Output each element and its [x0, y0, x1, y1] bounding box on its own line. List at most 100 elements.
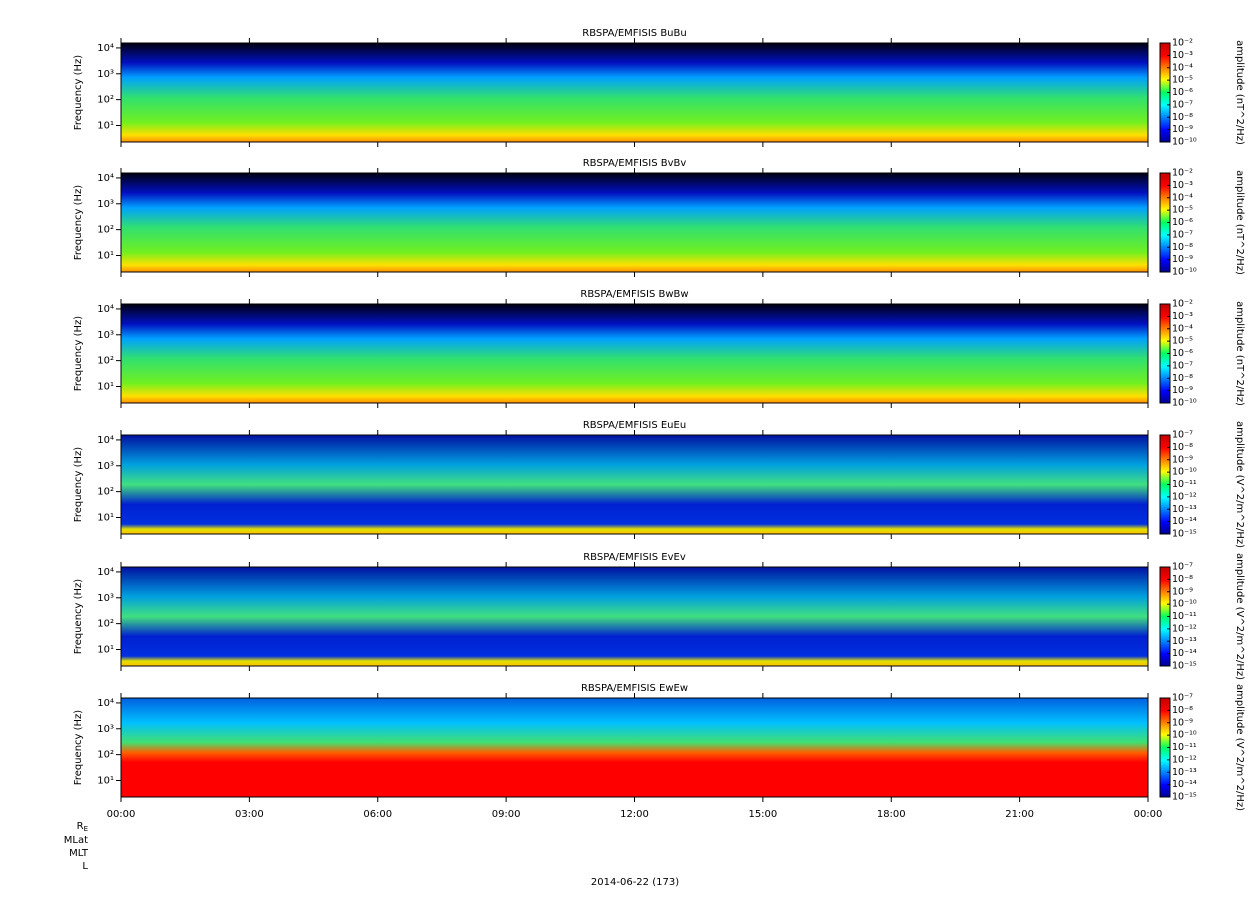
ephemeris-text: MLT [69, 848, 89, 859]
colorbar-tick-label: 10⁻¹⁵ [1172, 792, 1197, 803]
y-tick-label: 10² [97, 750, 114, 761]
colorbar-tick-label: 10⁻⁸ [1172, 705, 1193, 716]
colorbar-tick-label: 10⁻¹³ [1172, 767, 1197, 778]
panel-title: RBSPA/EMFISIS BuBu [582, 28, 686, 39]
colorbar-tick-label: 10⁻⁴ [1172, 192, 1193, 203]
colorbar-tick-label: 10⁻⁷ [1172, 562, 1193, 573]
y-tick-label: 10³ [97, 330, 114, 341]
x-tick-label: 06:00 [363, 809, 392, 820]
panel-title: RBSPA/EMFISIS EvEv [583, 552, 686, 563]
ephemeris-label: MLT [69, 848, 89, 859]
colorbar-tick-label: 10⁻⁹ [1172, 586, 1193, 597]
x-axis-label: 2014-06-22 (173) [591, 877, 679, 888]
colorbar-tick-label: 10⁻⁵ [1172, 205, 1193, 216]
y-axis-label: Frequency (Hz) [73, 316, 84, 392]
colorbar-tick-label: 10⁻² [1172, 299, 1193, 310]
colorbar-tick-label: 10⁻⁸ [1172, 242, 1193, 253]
spectrogram-image [121, 43, 1148, 142]
ephemeris-text: R [77, 821, 84, 832]
y-tick-label: 10⁴ [97, 43, 114, 54]
panel-title: RBSPA/EMFISIS EwEw [581, 683, 688, 694]
y-tick-label: 10³ [97, 69, 114, 80]
y-axis-label: Frequency (Hz) [73, 55, 84, 131]
spectrogram-image [121, 698, 1148, 797]
y-tick-label: 10⁴ [97, 304, 114, 315]
colorbar-tick-label: 10⁻¹⁴ [1172, 516, 1197, 527]
y-tick-label: 10² [97, 619, 114, 630]
colorbar-tick-label: 10⁻⁶ [1172, 87, 1193, 98]
x-tick-label: 12:00 [620, 809, 649, 820]
panel-title: RBSPA/EMFISIS BwBw [580, 289, 688, 300]
y-tick-label: 10³ [97, 593, 114, 604]
ephemeris-label: L [82, 861, 88, 872]
ephemeris-text: MLat [64, 835, 88, 846]
ephemeris-label: MLat [64, 835, 88, 846]
colorbar-tick-label: 10⁻¹⁰ [1172, 599, 1197, 610]
colorbar-tick-label: 10⁻² [1172, 38, 1193, 49]
y-axis-label: Frequency (Hz) [73, 447, 84, 523]
colorbar-tick-label: 10⁻⁹ [1172, 124, 1193, 135]
colorbar-tick-label: 10⁻¹⁵ [1172, 661, 1197, 672]
spectrogram-image [121, 567, 1148, 666]
ephemeris-subscript: E [84, 825, 88, 833]
y-axis-label: Frequency (Hz) [73, 185, 84, 261]
spectrogram-image [121, 304, 1148, 403]
y-tick-label: 10³ [97, 724, 114, 735]
colorbar-label: amplitude (nT^2/Hz) [1234, 40, 1245, 145]
colorbar-tick-label: 10⁻³ [1172, 180, 1193, 191]
y-tick-label: 10² [97, 487, 114, 498]
colorbar-tick-label: 10⁻¹¹ [1172, 742, 1197, 753]
colorbar-tick-label: 10⁻¹⁰ [1172, 267, 1197, 278]
colorbar-tick-label: 10⁻¹² [1172, 754, 1197, 765]
y-tick-label: 10² [97, 95, 114, 106]
colorbar-tick-label: 10⁻¹⁰ [1172, 730, 1197, 741]
colorbar-tick-label: 10⁻⁸ [1172, 112, 1193, 123]
x-tick-label: 03:00 [235, 809, 264, 820]
colorbar-tick-label: 10⁻⁹ [1172, 717, 1193, 728]
colorbar-label: amplitude (V^2/m^2/Hz) [1234, 553, 1245, 680]
colorbar-tick-label: 10⁻¹⁴ [1172, 648, 1197, 659]
y-tick-label: 10¹ [97, 644, 114, 655]
colorbar-tick-label: 10⁻¹² [1172, 623, 1197, 634]
colorbar-tick-label: 10⁻⁷ [1172, 360, 1193, 371]
y-tick-label: 10¹ [97, 250, 114, 261]
colorbar-tick-label: 10⁻⁷ [1172, 99, 1193, 110]
panel-title: RBSPA/EMFISIS BvBv [583, 158, 687, 169]
colorbar-tick-label: 10⁻⁹ [1172, 385, 1193, 396]
y-tick-label: 10² [97, 356, 114, 367]
ephemeris-label: RE [77, 821, 88, 833]
y-tick-label: 10⁴ [97, 435, 114, 446]
colorbar-tick-label: 10⁻¹¹ [1172, 479, 1197, 490]
x-tick-label: 00:00 [1134, 809, 1163, 820]
y-axis-label: Frequency (Hz) [73, 710, 84, 786]
colorbar-tick-label: 10⁻¹⁴ [1172, 779, 1197, 790]
colorbar-tick-label: 10⁻⁸ [1172, 373, 1193, 384]
y-tick-label: 10³ [97, 461, 114, 472]
colorbar-tick-label: 10⁻¹⁰ [1172, 467, 1197, 478]
colorbar-tick-label: 10⁻⁶ [1172, 217, 1193, 228]
colorbar-label: amplitude (nT^2/Hz) [1234, 170, 1245, 275]
colorbar-tick-label: 10⁻⁴ [1172, 62, 1193, 73]
colorbar-tick-label: 10⁻⁵ [1172, 336, 1193, 347]
colorbar-tick-label: 10⁻⁷ [1172, 430, 1193, 441]
x-tick-label: 00:00 [107, 809, 136, 820]
colorbar-tick-label: 10⁻⁷ [1172, 229, 1193, 240]
colorbar-label: amplitude (nT^2/Hz) [1234, 301, 1245, 406]
y-tick-label: 10⁴ [97, 698, 114, 709]
y-tick-label: 10³ [97, 199, 114, 210]
y-tick-label: 10² [97, 225, 114, 236]
colorbar-tick-label: 10⁻⁵ [1172, 75, 1193, 86]
colorbar-tick-label: 10⁻² [1172, 168, 1193, 179]
x-tick-label: 15:00 [748, 809, 777, 820]
colorbar-tick-label: 10⁻⁶ [1172, 348, 1193, 359]
colorbar-tick-label: 10⁻¹² [1172, 491, 1197, 502]
colorbar-tick-label: 10⁻¹⁵ [1172, 529, 1197, 540]
y-tick-label: 10¹ [97, 775, 114, 786]
y-tick-label: 10⁴ [97, 173, 114, 184]
colorbar-tick-label: 10⁻¹³ [1172, 636, 1197, 647]
colorbar-tick-label: 10⁻⁹ [1172, 254, 1193, 265]
colorbar-tick-label: 10⁻¹¹ [1172, 611, 1197, 622]
colorbar-tick-label: 10⁻³ [1172, 311, 1193, 322]
y-tick-label: 10¹ [97, 120, 114, 131]
